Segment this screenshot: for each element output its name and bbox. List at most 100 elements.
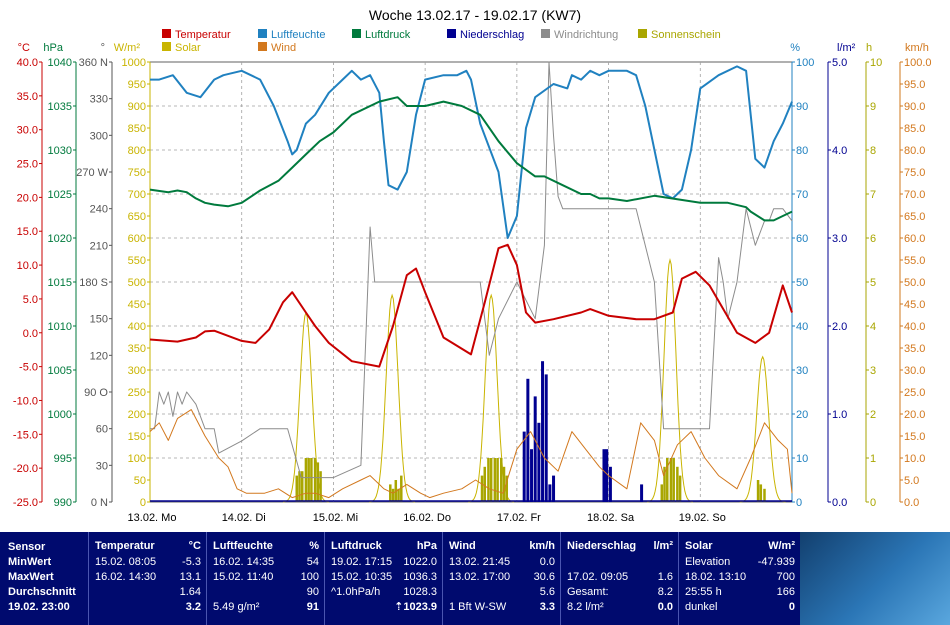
- axis-tick-label-temp: -25.0: [13, 497, 38, 509]
- axis-tick-label-humidity: 80: [796, 145, 808, 157]
- axis-tick-label-humidity: 60: [796, 233, 808, 245]
- axis-unit-winddir: °: [101, 42, 105, 54]
- axis-tick-label-temp: 40.0: [17, 57, 38, 69]
- axis-tick-label-temp: -10.0: [13, 395, 38, 407]
- summary-panel-header: Niederschlag l/m²: [567, 540, 673, 555]
- axis-tick-label-wind: 65.0: [904, 211, 925, 223]
- summary-row: Gesamt: 8.2: [567, 585, 673, 600]
- axis-tick-label-temp: 35.0: [17, 91, 38, 103]
- precip-bar-6: [544, 374, 548, 502]
- axis-tick-label-solar: 0: [140, 497, 146, 509]
- axis-tick-label-temp: 5.0: [23, 294, 38, 306]
- axis-tick-label-temp: 25.0: [17, 159, 38, 171]
- axis-tick-label-humidity: 0: [796, 497, 802, 509]
- axis-tick-label-humidity: 30: [796, 365, 808, 377]
- summary-cell-value: ⇡1023.9: [394, 601, 437, 613]
- summary-row: ⇡1023.9: [331, 600, 437, 615]
- sunshine-bar-2: [300, 471, 304, 502]
- solar-curve-1: [369, 293, 416, 503]
- series-line-pressure: [149, 96, 793, 222]
- legend-swatch-pressure: [352, 29, 361, 38]
- sunshine-bar-20: [500, 458, 503, 502]
- axis-unit-temp: °C: [18, 42, 30, 54]
- axis-unit-solar: W/m²: [114, 42, 141, 54]
- summary-cell-value: 700: [776, 571, 795, 583]
- axis-tick-label-solar: 100: [128, 453, 146, 465]
- legend-swatch-wind: [258, 42, 267, 51]
- summary-panel-title: Wind: [449, 540, 476, 552]
- axis-tick-label-precip: 4.0: [832, 145, 847, 157]
- axis-tick-label-sunshine: 3: [870, 365, 876, 377]
- summary-cell-value: 1036.3: [403, 571, 437, 583]
- chart-title: Woche 13.02.17 - 19.02.17 (KW7): [369, 7, 581, 23]
- axis-tick-label-humidity: 10: [796, 453, 808, 465]
- axis-tick-label-temp: -15.0: [13, 429, 38, 441]
- summary-row: 15.02. 11:40 100: [213, 570, 319, 585]
- precip-bar-12: [640, 484, 644, 502]
- legend-swatch-sunshine: [638, 29, 647, 38]
- summary-panel-5: Solar W/m² Elevation -47.939 18.02. 13:10 700…: [678, 532, 801, 625]
- axis-tick-label-sunshine: 5: [870, 277, 876, 289]
- sunshine-bar-28: [676, 466, 679, 502]
- summary-cell-value: 91: [306, 601, 319, 613]
- axis-tick-label-temp: -20.0: [13, 463, 38, 475]
- solar-curve-3: [647, 258, 693, 503]
- summary-row: 16.02. 14:30 13.1: [95, 570, 201, 585]
- summary-panel-title: Solar: [685, 540, 713, 552]
- row-label-current: 19.02. 23:00: [8, 601, 70, 613]
- x-tick-label: 14.02. Di: [222, 512, 266, 524]
- summary-cell-value: 166: [776, 586, 795, 598]
- legend-label-wind: Wind: [271, 42, 296, 54]
- summary-cell-value: -5.3: [182, 556, 201, 568]
- legend-label-pressure: Luftdruck: [365, 29, 411, 41]
- summary-table: Sensor MinWert MaxWert Durchschnitt 19.0…: [0, 532, 800, 625]
- axis-tick-label-solar: 750: [128, 167, 146, 179]
- summary-panel-header: Luftdruck hPa: [331, 540, 437, 555]
- sunshine-bar-30: [756, 480, 760, 502]
- summary-cell-label: 15.02. 10:35: [331, 571, 393, 583]
- summary-row: 15.02. 10:35 1036.3: [331, 570, 437, 585]
- axis-tick-label-winddir: 30: [96, 460, 108, 472]
- axis-tick-label-temp: 30.0: [17, 125, 38, 137]
- solar-curve-4: [739, 355, 786, 503]
- summary-row: 5.49 g/m² 91: [213, 600, 319, 615]
- left-axes: 40.0 35.0 30.0 25.0 20.0 15.0 10.0 5.0 0.0 -5.0 -1…: [13, 57, 151, 509]
- sunshine-bar-25: [666, 458, 669, 502]
- axis-tick-label-wind: 20.0: [904, 409, 925, 421]
- summary-row: ^1.0hPa/h 1028.3: [331, 585, 437, 600]
- axis-tick-label-solar: 550: [128, 255, 146, 267]
- axis-tick-label-solar: 850: [128, 123, 146, 135]
- sunshine-bar-31: [759, 484, 763, 502]
- axis-tick-label-wind: 75.0: [904, 167, 925, 179]
- series-line-humidity: [150, 65, 793, 239]
- legend-label-sunshine: Sonnenschein: [651, 29, 721, 41]
- axis-tick-label-pressure: 1010: [48, 321, 72, 333]
- summary-row: 5.6: [449, 585, 555, 600]
- axis-tick-label-solar: 300: [128, 365, 146, 377]
- axis-tick-label-solar: 150: [128, 431, 146, 443]
- summary-cell-value: 5.6: [539, 586, 555, 598]
- summary-panel-unit: W/m²: [768, 540, 795, 552]
- sunshine-bar-24: [663, 466, 666, 502]
- axis-tick-label-wind: 35.0: [904, 343, 925, 355]
- axis-tick-label-wind: 45.0: [904, 299, 925, 311]
- axis-tick-label-humidity: 100: [796, 57, 814, 69]
- sunshine-bar-23: [660, 484, 664, 502]
- summary-cell-value: 1022.0: [403, 556, 437, 568]
- axis-tick-label-wind: 70.0: [904, 189, 925, 201]
- row-label-sensor: Sensor: [8, 541, 46, 553]
- axis-tick-label-wind: 55.0: [904, 255, 925, 267]
- summary-cell-label: 18.02. 13:10: [685, 571, 747, 583]
- summary-cell-label: 15.02. 11:40: [213, 571, 274, 583]
- summary-row: 3.2: [95, 600, 201, 615]
- sunshine-bar-10: [391, 488, 395, 502]
- precip-bar-1: [526, 378, 530, 502]
- axis-tick-label-solar: 650: [128, 211, 146, 223]
- summary-cell-label: 17.02. 09:05: [567, 571, 629, 583]
- summary-cell-value: 13.1: [179, 571, 201, 583]
- x-tick-label: 13.02. Mo: [128, 512, 177, 524]
- sunshine-bar-9: [389, 484, 392, 502]
- summary-row: 19.02. 17:15 1022.0: [331, 555, 437, 570]
- axis-tick-label-precip: 1.0: [832, 409, 847, 421]
- axis-tick-label-temp: -5.0: [19, 362, 38, 374]
